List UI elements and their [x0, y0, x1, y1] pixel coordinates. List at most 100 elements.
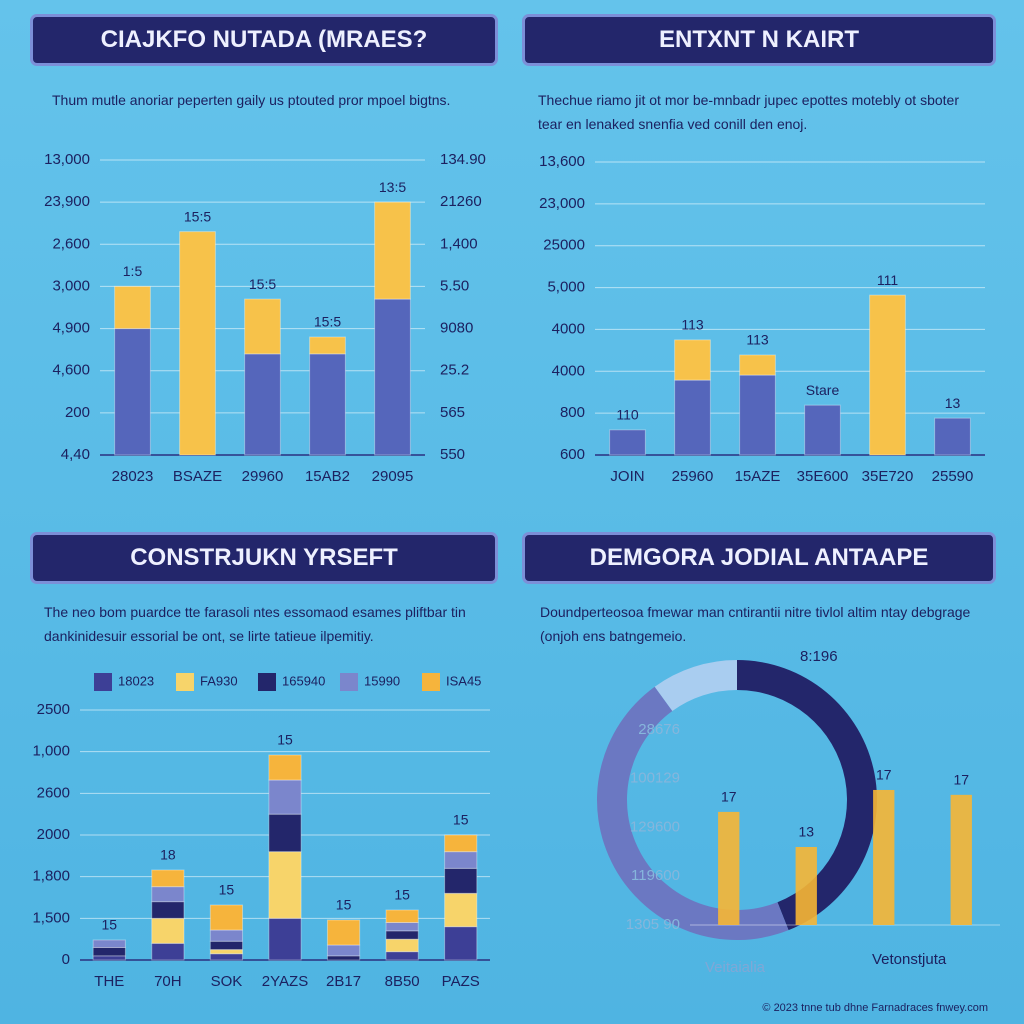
- bar-annotation: 113: [681, 317, 704, 333]
- bar-segment: [326, 919, 361, 946]
- bar-segment: [444, 926, 478, 961]
- legend-swatch: [258, 673, 276, 691]
- y2-tick-label: 21260: [440, 193, 482, 210]
- y-tick-label: 28676: [638, 721, 680, 738]
- panel-subtitle: Doundperteosoa fmewar man cntirantii nit…: [540, 604, 971, 644]
- y2-tick-label: 5.50: [440, 277, 469, 294]
- bar-segment: [385, 922, 419, 932]
- panel-title: DEMGORA JODIAL ANTAAPE: [522, 532, 996, 584]
- y-tick-label: 129600: [630, 818, 680, 835]
- y-tick-label: 13,600: [539, 153, 585, 170]
- bar-segment: [326, 955, 361, 961]
- y2-tick-label: 9080: [440, 320, 473, 337]
- bar-annotation: 1:5: [123, 263, 143, 279]
- bar-segment: [385, 938, 419, 953]
- bar-segment: [444, 834, 478, 853]
- y-tick-label: 4,900: [52, 320, 90, 337]
- bar-segment: [869, 294, 906, 456]
- y-tick-label: 800: [560, 404, 585, 421]
- bar-annotation: 13:5: [379, 179, 406, 195]
- x-tick-label: 8B50: [385, 973, 420, 990]
- bar-segment: [268, 813, 302, 853]
- y-tick-label: 119600: [631, 867, 680, 884]
- bar-segment: [309, 336, 346, 355]
- legend-swatch: [94, 673, 112, 691]
- panel-subtitle: The neo bom puardce tte farasoli ntes es…: [44, 604, 466, 644]
- pie-annotation: Vetonstjuta: [872, 951, 947, 968]
- x-tick-label: 70H: [154, 973, 182, 990]
- bar-segment: [244, 353, 281, 456]
- bar-segment: [268, 779, 302, 815]
- bar-segment: [674, 379, 711, 456]
- bar-annotation: 15: [394, 887, 410, 903]
- bar-annotation: 13: [798, 824, 814, 840]
- bar-annotation: 18: [160, 847, 176, 863]
- y-tick-label: 0: [62, 951, 70, 968]
- x-tick-label: 35E720: [862, 468, 914, 485]
- legend-label: 165940: [282, 673, 325, 688]
- bar-annotation: 15: [453, 812, 469, 828]
- bar-segment: [244, 298, 281, 355]
- bar-segment: [179, 231, 216, 456]
- legend-swatch: [422, 673, 440, 691]
- x-tick-label: SOK: [211, 973, 243, 990]
- x-tick-label: BSAZE: [173, 468, 222, 485]
- bar-segment: [268, 754, 302, 781]
- x-tick-label: 29095: [372, 468, 414, 485]
- legend-swatch: [176, 673, 194, 691]
- bar-annotation: 17: [721, 789, 737, 805]
- x-tick-label: 29960: [242, 468, 284, 485]
- y2-tick-label: 1,400: [440, 235, 478, 252]
- x-tick-label: 25960: [672, 468, 714, 485]
- y-tick-label: 1305 90: [626, 916, 680, 933]
- bar-segment: [209, 904, 244, 931]
- panel-subtitle: Thum mutle anoriar peperten gaily us pto…: [52, 92, 451, 108]
- bar-segment: [209, 929, 244, 942]
- bar-annotation: 17: [876, 767, 892, 783]
- panel-subtitle: Thechue riamo jit ot mor be-mnbadr jupec…: [538, 92, 959, 132]
- bar-annotation: 15: [101, 917, 117, 933]
- y-tick-label: 100129: [630, 770, 680, 787]
- y-tick-label: 23,900: [44, 193, 90, 210]
- bar-segment: [739, 354, 776, 376]
- y-tick-label: 600: [560, 446, 585, 463]
- bar-segment: [385, 930, 419, 940]
- bar-segment: [804, 404, 841, 456]
- bar-segment: [374, 201, 411, 300]
- y-tick-label: 2600: [37, 784, 70, 801]
- bar-segment: [92, 955, 126, 961]
- x-tick-label: THE: [94, 973, 124, 990]
- y2-tick-label: 25.2: [440, 362, 469, 379]
- bar-segment: [444, 892, 478, 928]
- y-tick-label: 25000: [543, 237, 585, 254]
- bar-segment: [151, 869, 185, 888]
- legend-label: 18023: [118, 673, 154, 688]
- bar-annotation: 17: [953, 772, 969, 788]
- bar: [873, 789, 895, 925]
- y-tick-label: 13,000: [44, 151, 90, 168]
- x-tick-label: 2B17: [326, 973, 361, 990]
- y-tick-label: 4000: [552, 320, 585, 337]
- bar-annotation: 15: [277, 732, 293, 748]
- footer: © 2023 tnne tub dhne Farnadraces fnwey.c…: [762, 1002, 988, 1014]
- bar-segment: [609, 429, 646, 456]
- pie-annotation: 8:196: [800, 648, 838, 665]
- bar-segment: [268, 917, 302, 961]
- bar-segment: [151, 901, 185, 919]
- bar-segment: [374, 298, 411, 456]
- y2-tick-label: 134.90: [440, 151, 486, 168]
- panel-title: ENTXNT N KAIRT: [522, 14, 996, 66]
- y-tick-label: 1,000: [32, 743, 70, 760]
- y-tick-label: 200: [65, 404, 90, 421]
- bar-segment: [92, 939, 126, 948]
- bar-segment: [114, 328, 151, 456]
- bar-segment: [385, 951, 419, 961]
- bar-segment: [268, 851, 302, 919]
- x-tick-label: 2YAZS: [262, 973, 308, 990]
- bar-segment: [114, 285, 151, 330]
- bar-segment: [326, 944, 361, 957]
- bar-annotation: 111: [877, 272, 898, 288]
- y-tick-label: 1,500: [32, 909, 70, 926]
- legend-label: ISA45: [446, 673, 481, 688]
